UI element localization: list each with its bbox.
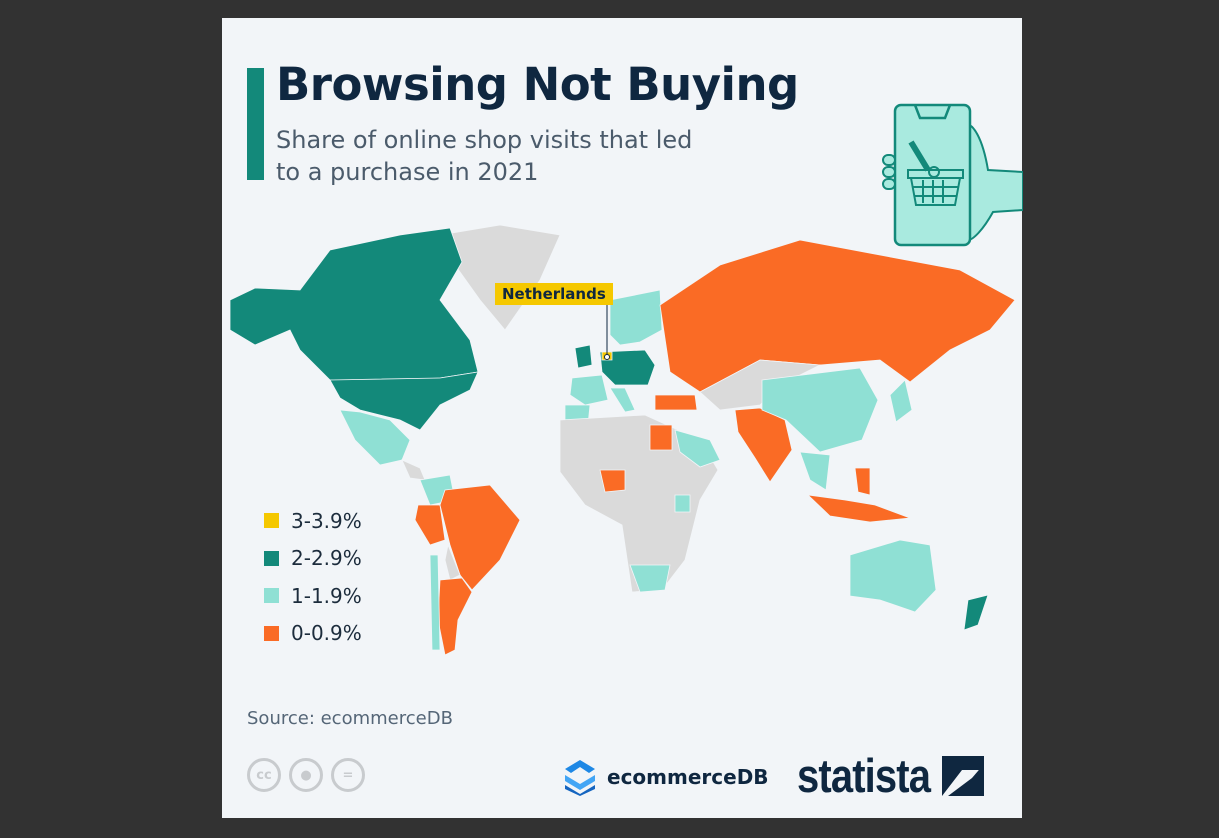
legend-swatch bbox=[264, 513, 279, 529]
region-no-data bbox=[439, 224, 561, 331]
country-china bbox=[761, 367, 879, 453]
page-title: Browsing Not Buying bbox=[276, 58, 799, 111]
country-peru bbox=[414, 504, 446, 546]
country-egypt bbox=[649, 424, 673, 451]
legend-label: 3-3.9% bbox=[291, 508, 362, 533]
country-indonesia bbox=[806, 494, 911, 523]
legend-item: 2-2.9% bbox=[264, 540, 362, 578]
country-nigeria bbox=[599, 469, 626, 493]
source-note: Source: ecommerceDB bbox=[247, 708, 453, 729]
legend-swatch bbox=[264, 588, 279, 604]
legend: 3-3.9% 2-2.9% 1-1.9% 0-0.9% bbox=[264, 502, 362, 652]
phone-shopping-basket-icon bbox=[882, 103, 1023, 247]
country-france bbox=[569, 374, 609, 406]
legend-swatch bbox=[264, 625, 279, 641]
legend-item: 1-1.9% bbox=[264, 577, 362, 615]
country-brazil bbox=[439, 484, 521, 591]
country-united-kingdom bbox=[574, 344, 593, 369]
legend-item: 0-0.9% bbox=[264, 615, 362, 653]
country-philippines bbox=[854, 467, 871, 496]
ecommercedb-logo-text: ecommerceDB bbox=[607, 765, 769, 789]
no-derivatives-icon[interactable]: = bbox=[331, 758, 365, 792]
subtitle: Share of online shop visits that led to … bbox=[276, 126, 693, 186]
country-turkey bbox=[654, 394, 698, 411]
ecommercedb-logo[interactable]: ecommerceDB bbox=[563, 758, 769, 796]
country-japan bbox=[889, 379, 913, 423]
attribution-icon[interactable]: ● bbox=[289, 758, 323, 792]
legend-label: 2-2.9% bbox=[291, 546, 362, 571]
country-germany bbox=[599, 349, 656, 386]
country-new-zealand bbox=[963, 594, 989, 631]
country-australia bbox=[849, 539, 937, 613]
ecommercedb-logo-icon bbox=[565, 760, 595, 796]
country-italy bbox=[609, 387, 636, 413]
legend-label: 1-1.9% bbox=[291, 583, 362, 608]
annotation-marker bbox=[604, 354, 610, 360]
legend-swatch bbox=[264, 550, 279, 566]
statista-logo-mark-icon bbox=[941, 755, 984, 796]
country-kenya bbox=[674, 494, 691, 513]
license-icons: cc ● = bbox=[247, 758, 365, 792]
legend-item: 3-3.9% bbox=[264, 502, 362, 540]
country-mexico bbox=[339, 409, 411, 466]
country-southeast-asia bbox=[799, 451, 831, 491]
country-nordics bbox=[609, 289, 663, 346]
country-saudi-arabia bbox=[674, 429, 721, 468]
country-russia bbox=[659, 239, 1016, 393]
legend-label: 0-0.9% bbox=[291, 621, 362, 646]
country-united-states bbox=[329, 371, 479, 431]
country-argentina bbox=[437, 577, 473, 656]
title-accent-bar bbox=[247, 68, 264, 180]
country-chile bbox=[429, 554, 441, 651]
country-canada bbox=[229, 227, 479, 383]
statista-logo[interactable]: statista bbox=[797, 748, 984, 803]
statista-logo-text: statista bbox=[797, 749, 931, 802]
netherlands-annotation-label: Netherlands bbox=[495, 283, 613, 305]
country-south-africa bbox=[629, 564, 671, 593]
cc-icon[interactable]: cc bbox=[247, 758, 281, 792]
region-no-data bbox=[401, 459, 426, 481]
